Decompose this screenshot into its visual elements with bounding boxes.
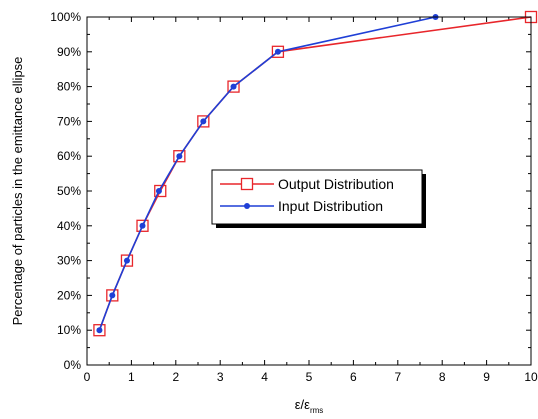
x-tick-label: 10 [524,370,538,384]
x-axis-title-subscript: rms [310,406,323,415]
data-point-circle [124,258,130,264]
y-tick-label: 70% [57,114,81,128]
x-tick-label: 3 [217,370,224,384]
data-point-circle [96,327,102,333]
legend: Output Distribution Input Distribution [212,170,426,228]
data-point-circle [156,188,162,194]
x-tick-label: 9 [483,370,490,384]
x-axis-title: ε/εrms [295,397,324,415]
data-point-circle [109,292,115,298]
data-point-circle [231,84,237,90]
y-tick-label: 40% [57,219,81,233]
data-point-circle [275,49,281,55]
legend-marker-circle [244,203,250,209]
data-point-circle [176,153,182,159]
y-tick-label: 0% [64,358,82,372]
legend-marker-square [242,179,253,190]
x-tick-label: 8 [439,370,446,384]
y-tick-label: 10% [57,323,81,337]
y-tick-label: 90% [57,45,81,59]
legend-entry: Output Distribution [220,176,394,192]
x-tick-label: 7 [394,370,401,384]
x-tick-label: 6 [350,370,357,384]
x-axis-title-main: ε/ε [295,397,310,412]
legend-label: Output Distribution [278,176,394,192]
y-axis-title: Percentage of particles in the emittance… [10,57,25,326]
y-tick-label: 30% [57,254,81,268]
y-tick-label: 100% [50,10,81,24]
x-tick-label: 2 [172,370,179,384]
y-tick-label: 50% [57,184,81,198]
data-point-circle [140,223,146,229]
y-tick-label: 80% [57,80,81,94]
x-tick-label: 5 [306,370,313,384]
data-point-circle [200,118,206,124]
x-tick-label: 0 [84,370,91,384]
x-tick-label: 4 [261,370,268,384]
y-tick-label: 60% [57,149,81,163]
legend-label: Input Distribution [278,198,383,214]
x-tick-label: 1 [128,370,135,384]
y-tick-label: 20% [57,288,81,302]
